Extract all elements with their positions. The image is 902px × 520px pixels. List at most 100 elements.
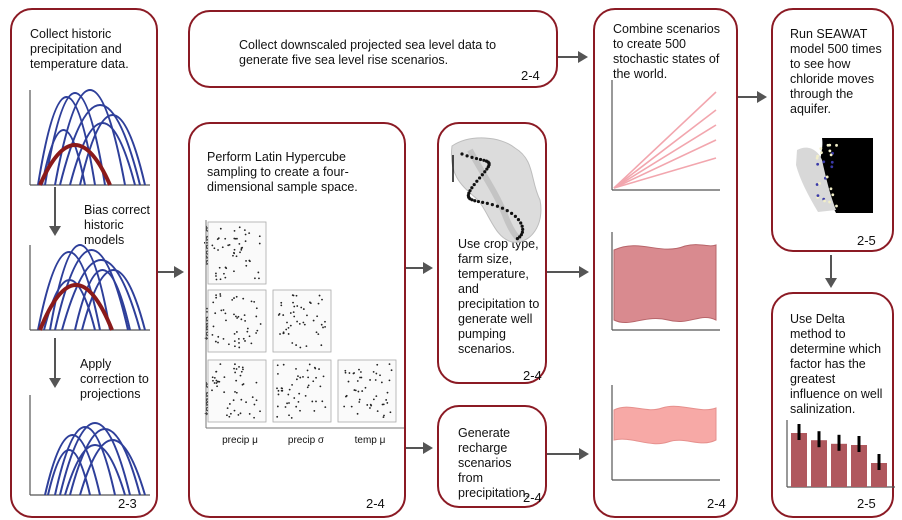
lhs-panel-precipmu-precipsigma-point	[243, 229, 246, 232]
lhs-panel-precipsigma-tempsigma-point	[280, 389, 283, 392]
lhs-panel-precipmu-precipsigma-point	[224, 237, 227, 240]
lhs-panel-precipsigma-tempsigma-point	[315, 400, 317, 403]
lhs-panel-precipmu-tempsigma-point	[238, 365, 240, 368]
crop-map-well-point	[472, 182, 476, 187]
seawat-chloride-point	[835, 204, 838, 208]
lhs-panel-precipmu-precipsigma-point	[228, 244, 231, 246]
seawat-chloride-point	[830, 160, 834, 164]
lhs-panel-precipsigma-tempsigma-point	[304, 394, 307, 397]
lhs-panel-precipmu-tempsigma-point	[241, 366, 244, 369]
lhs-panel-precipmu-tempmu-point	[259, 323, 262, 325]
lhs-panel-tempmu-tempsigma-point	[350, 405, 353, 408]
lhs-panel-precipmu-tempsigma-point	[216, 385, 218, 388]
seawat-chloride-point	[822, 160, 826, 164]
combine-band-pumping	[613, 244, 717, 324]
lhs-panel-precipmu-tempsigma-point	[253, 403, 256, 406]
lhs-panel-precipsigma-tempmu-point	[318, 294, 321, 297]
lhs-panel-precipmu-tempmu-point	[237, 315, 240, 318]
lhs-panel-precipsigma-tempmu-point	[324, 325, 326, 328]
lhs-panel-tempmu-tempsigma-point	[379, 374, 381, 377]
lhs-panel-precipsigma-tempsigma-point	[277, 393, 280, 396]
lhs-panel-tempmu-tempsigma-point	[360, 376, 363, 379]
lhs-panel-precipsigma-tempsigma-point	[311, 400, 314, 403]
lhs-panel-precipsigma-tempmu-point	[285, 328, 288, 331]
lhs-panel-precipsigma-tempmu-point	[302, 308, 305, 310]
lhs-panel-precipmu-tempmu-point	[246, 330, 249, 333]
lhs-panel-tempmu-tempsigma-point	[358, 398, 361, 401]
arrow-seawat-to-delta-head	[825, 278, 837, 288]
lhs-panel-precipsigma-tempmu-point	[287, 333, 290, 335]
lhs-panel-precipmu-tempsigma-point	[255, 381, 258, 384]
lhs-panel-precipsigma-tempsigma-point	[313, 410, 316, 412]
lhs-panel-precipmu-precipsigma-point	[240, 248, 243, 251]
crop-map-well-point	[520, 224, 524, 228]
lhs-panel-precipmu-tempsigma-point	[229, 412, 232, 415]
lhs-panel-precipsigma-tempmu-point	[292, 294, 295, 297]
lhs-panel-precipmu-tempsigma	[207, 359, 267, 423]
lhs-panel-precipsigma-tempmu-point	[279, 333, 281, 335]
lhs-panel-tempmu-tempsigma-point	[369, 407, 371, 409]
lhs-panel-tempmu-tempsigma-point	[358, 368, 360, 371]
lhs-panel-precipmu-tempmu-point	[236, 317, 239, 319]
lhs-panel-precipmu-precipsigma-point	[235, 255, 238, 258]
step-sea-level: Collect downscaled projected sea level d…	[239, 38, 497, 67]
lhs-panel-precipmu-precipsigma-point	[258, 235, 261, 238]
seawat-chloride-point	[823, 199, 826, 203]
lhs-panel-precipmu-precipsigma-point	[257, 271, 260, 274]
seawat-chloride-point	[825, 175, 829, 179]
lhs-panel-precipmu-tempsigma-point	[242, 383, 245, 385]
lhs-panel-precipmu-precipsigma-point	[215, 272, 217, 275]
lhs-panel-tempmu-tempsigma-point	[390, 369, 393, 372]
lhs-panel-precipsigma-tempsigma-point	[297, 375, 299, 378]
lhs-panel-precipmu-tempmu-point	[244, 320, 247, 322]
ref-lhs: 2-4	[366, 496, 385, 511]
lhs-panel-precipmu-precipsigma-point	[236, 237, 238, 240]
lhs-panel-tempmu-tempsigma-point	[366, 404, 369, 406]
ref-crop: 2-4	[523, 368, 542, 383]
lhs-panel-precipmu-tempmu-point	[244, 340, 246, 342]
combine-band-recharge	[613, 405, 717, 445]
lhs-panel-precipmu-tempmu-point	[215, 296, 218, 299]
crop-map-well-point	[510, 211, 514, 215]
seawat-chloride-point	[816, 194, 820, 198]
ref-seawat: 2-5	[857, 233, 876, 248]
lhs-panel-precipsigma-tempmu-point	[293, 305, 296, 308]
seawat-aquifer	[796, 147, 836, 212]
lhs-panel-precipmu-tempsigma-point	[237, 414, 240, 416]
climate-chart-3-curve-1	[54, 426, 116, 496]
lhs-panel-precipmu-precipsigma-point	[219, 278, 222, 281]
crop-map-well-point	[470, 198, 474, 202]
lhs-panel-precipmu-precipsigma-point	[215, 278, 218, 281]
lhs-panel-precipmu-tempmu-point	[235, 315, 237, 318]
lhs-panel-precipmu-tempmu-point	[256, 329, 259, 332]
lhs-panel-precipmu-precipsigma-point	[258, 277, 260, 280]
lhs-panel-precipmu-precipsigma-point	[234, 237, 237, 240]
crop-map-well-point	[516, 218, 521, 222]
delta-bar-1	[811, 440, 827, 487]
lhs-panel-precipsigma-tempmu-point	[320, 323, 323, 326]
arrow-climate-to-lhs-head	[174, 266, 184, 278]
climate-chart-2-curve-4	[74, 269, 131, 331]
sea-level-box	[188, 10, 558, 88]
lhs-panel-precipmu-tempsigma-point	[248, 413, 251, 415]
lhs-panel-precipsigma-tempsigma-point	[295, 378, 298, 381]
climate-chart-2-curve-2	[54, 249, 129, 331]
climate-chart-1-curve-5	[41, 129, 86, 186]
lhs-panel-precipmu-tempmu-point	[215, 294, 217, 297]
lhs-panel-precipmu-tempmu-point	[217, 341, 219, 344]
lhs-panel-precipmu-precipsigma-point	[248, 232, 251, 235]
lhs-panel-precipmu-precipsigma-point	[224, 276, 227, 279]
lhs-panel-tempmu-tempsigma-point	[388, 363, 391, 365]
lhs-panel-precipmu-tempmu-point	[220, 309, 223, 312]
lhs-panel-tempmu-tempsigma-point	[388, 379, 391, 382]
lhs-panel-precipmu-tempmu-point	[219, 293, 222, 295]
lhs-panel-precipsigma-tempsigma-point	[308, 363, 311, 366]
lhs-panel-precipmu-tempmu-point	[233, 332, 236, 335]
lhs-panel-precipmu-tempmu-point	[235, 331, 238, 333]
lhs-panel-tempmu-tempsigma-point	[385, 399, 388, 401]
lhs-panel-precipsigma-tempmu-point	[299, 346, 302, 349]
lhs-panel-precipsigma-tempsigma-point	[318, 368, 320, 370]
lhs-panel-precipsigma-tempmu-point	[295, 344, 298, 346]
lhs-panel-tempmu-tempsigma-point	[369, 403, 372, 406]
